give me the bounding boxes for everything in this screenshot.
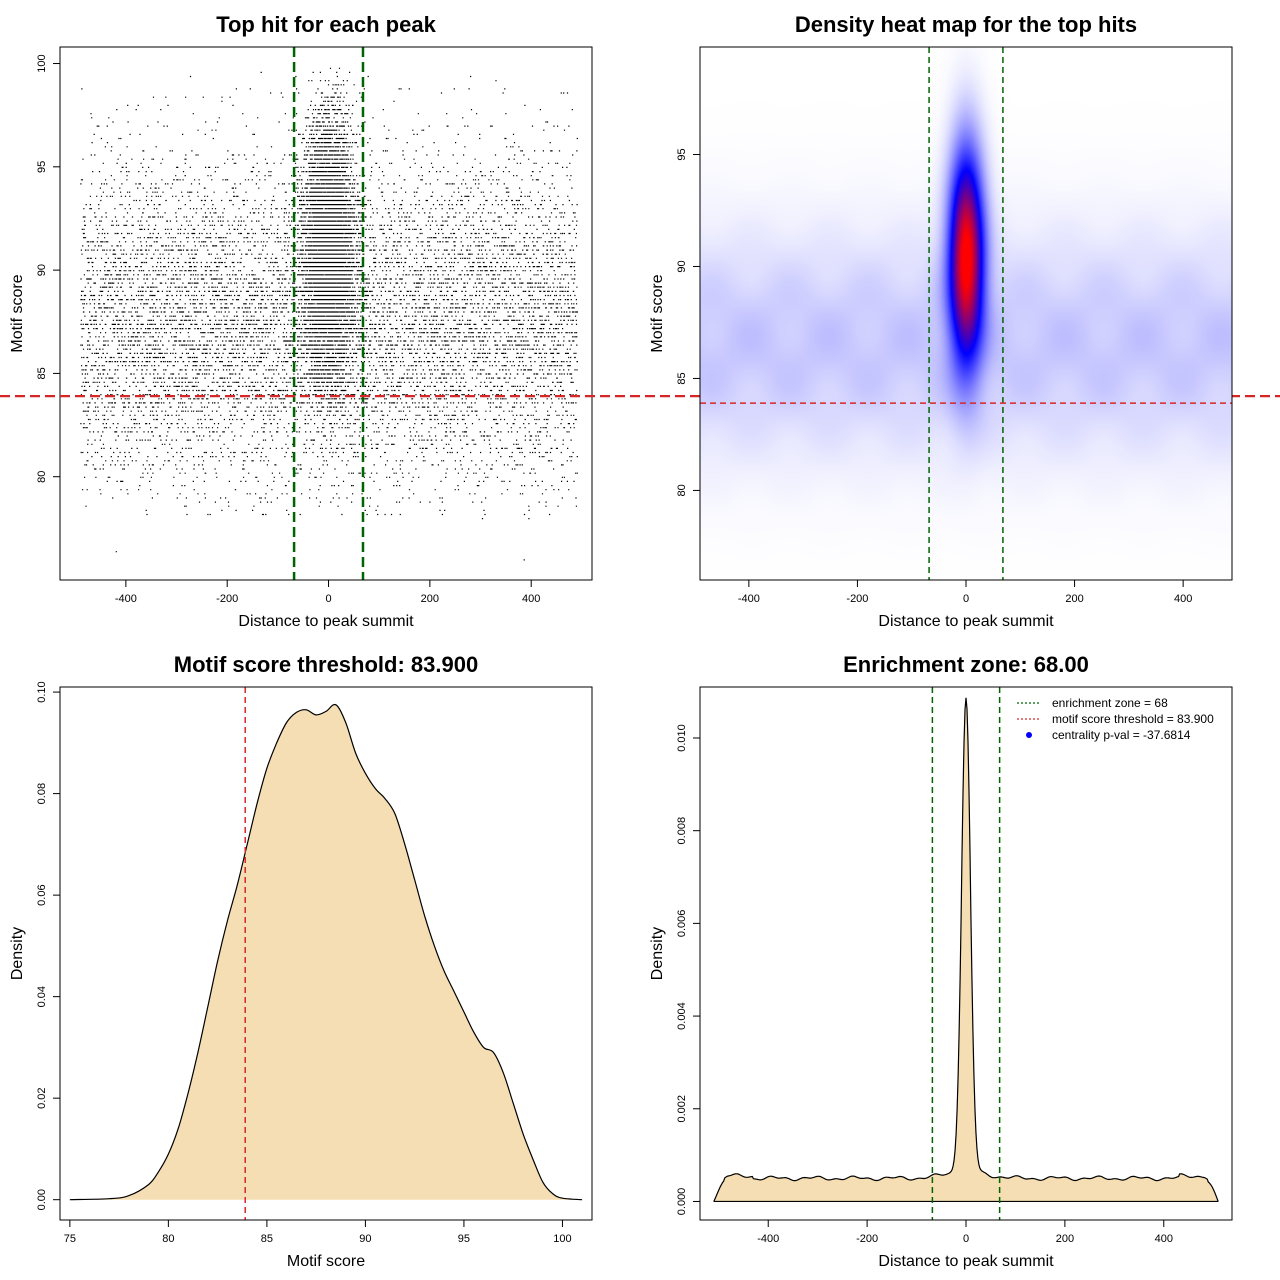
x-tick-label: 100 [553,1233,571,1245]
x-tick-label: -400 [757,1233,779,1245]
x-tick-label: -200 [856,1233,878,1245]
plot-area [700,47,1232,580]
x-tick-label: 85 [261,1233,273,1245]
x-tick-label: 90 [359,1233,371,1245]
legend: enrichment zone = 68 motif score threshol… [1017,696,1214,742]
y-axis-label: Motif score [649,274,666,352]
y-tick-label: 0.004 [676,1002,688,1030]
x-axis-label: Motif score [287,1253,365,1270]
y-tick-label: 80 [36,471,48,483]
density-curve [713,697,1219,1203]
chart-title: Motif score threshold: 83.900 [174,652,478,677]
x-tick-label: 75 [64,1233,76,1245]
y-tick-label: 0.06 [36,884,48,905]
plot-area [80,47,579,580]
x-tick-label: 400 [522,593,540,605]
x-tick-label: 0 [963,593,969,605]
plot-frame [59,46,593,581]
x-tick-label: 80 [162,1233,174,1245]
y-tick-label: 90 [36,264,48,276]
y-tick-label: 0.010 [676,724,688,752]
legend-point-marker [1026,732,1032,738]
y-tick-label: 0.006 [676,910,688,938]
x-tick-label: -200 [216,593,238,605]
panel-score_density: 75 80 85 90 95 100 0.00 0.02 0.04 0.06 0.08 0.10 Mot… [9,652,593,1270]
legend-label: centrality p-val = -37.6814 [1052,728,1191,742]
legend-label: motif score threshold = 83.900 [1052,712,1214,726]
y-tick-label: 95 [36,161,48,173]
plot-area [713,687,1219,1220]
y-axis-label: Density [9,927,26,980]
y-tick-label: 0.02 [36,1087,48,1108]
chart-title: Density heat map for the top hits [795,12,1137,37]
panel-distance_density: enrichment zone = 68 motif score threshol… [649,652,1233,1270]
y-tick-label: 95 [676,148,688,160]
y-tick-label: 80 [676,484,688,496]
density-curve [69,703,583,1201]
x-tick-label: 200 [421,593,439,605]
x-tick-label: -200 [846,593,868,605]
legend-label: enrichment zone = 68 [1052,696,1168,710]
y-tick-label: 0.000 [676,1188,688,1216]
x-tick-label: -400 [115,593,137,605]
y-tick-label: 0.002 [676,1095,688,1123]
y-tick-label: 0.008 [676,817,688,845]
chart-title: Enrichment zone: 68.00 [843,652,1089,677]
x-tick-label: -400 [738,593,760,605]
x-tick-label: 200 [1056,1233,1074,1245]
y-tick-label: 0.10 [36,681,48,702]
y-tick-label: 85 [676,372,688,384]
density-heatmap [700,47,1232,580]
x-tick-label: 0 [963,1233,969,1245]
y-tick-label: 90 [676,260,688,272]
y-axis-label: Density [649,927,666,980]
y-tick-label: 100 [36,54,48,72]
chart-title: Top hit for each peak [216,12,436,37]
x-tick-label: 400 [1174,593,1192,605]
x-axis-label: Distance to peak summit [878,613,1054,630]
y-tick-label: 85 [36,367,48,379]
x-tick-label: 200 [1065,593,1083,605]
x-axis-label: Distance to peak summit [878,1253,1054,1270]
y-axis-label: Motif score [9,274,26,352]
density-area [713,697,1219,1202]
x-tick-label: 0 [325,593,331,605]
plot-frame [59,686,593,1221]
panel-scatter: -400 -200 0 200 400 80 85 90 95 100 Top hit for ea… [9,12,593,630]
plot-area [69,687,583,1220]
panel-heatmap: -400 -200 0 200 400 80 85 90 95 Density heat map … [649,12,1233,630]
x-tick-label: 95 [458,1233,470,1245]
y-tick-label: 0.04 [36,986,48,1007]
x-tick-label: 400 [1155,1233,1173,1245]
y-tick-label: 0.08 [36,783,48,804]
x-axis-label: Distance to peak summit [238,613,414,630]
density-area [69,704,583,1200]
y-tick-label: 0.00 [36,1189,48,1210]
